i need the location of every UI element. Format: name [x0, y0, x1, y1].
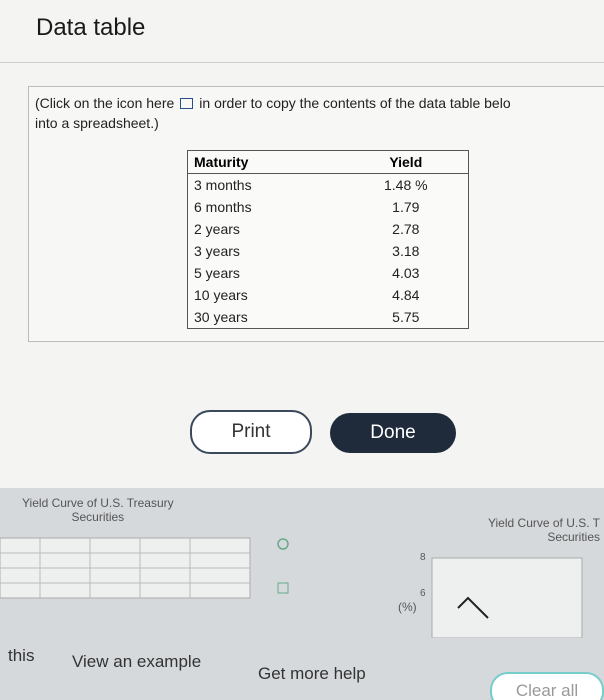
chart-title: Yield Curve of U.S. T Securities: [450, 516, 600, 544]
chart-grid: [431, 557, 583, 638]
popout-icon[interactable]: [277, 582, 289, 594]
table-row: 2 years 2.78: [188, 218, 469, 240]
instruction-text: in order to copy the contents of the dat…: [199, 95, 511, 111]
maturity-cell: 3 months: [194, 177, 252, 193]
data-table: Maturity Yield 3 months 1.48 % 6 months 1.7…: [187, 150, 469, 329]
maturity-cell: 5 years: [194, 265, 240, 281]
column-header: Maturity: [187, 150, 344, 174]
chart-title-line: Yield Curve of U.S. T: [487, 516, 600, 530]
maturity-cell: 2 years: [194, 221, 240, 237]
background-charts: [0, 537, 583, 638]
clear-button[interactable]: Clear all: [490, 672, 604, 700]
table-row: 3 years 3.18: [188, 240, 469, 262]
dialog: Data table (Click on the icon here in ord…: [0, 0, 604, 488]
chart-title-line: Securities: [71, 510, 125, 524]
table-row: 6 months 1.79: [188, 196, 469, 218]
yield-cell: 1.79: [392, 199, 420, 215]
table-row: 5 years 4.03: [188, 262, 469, 284]
maturity-cell: 30 years: [194, 309, 248, 325]
maturity-cell: 3 years: [194, 243, 240, 259]
table-row: 30 years 5.75: [188, 306, 469, 329]
yield-cell: 5.75: [392, 309, 420, 325]
grid-lines: [0, 538, 250, 598]
column-header: Yield: [343, 150, 469, 174]
print-button[interactable]: Print: [190, 410, 312, 454]
dialog-title: Data table: [36, 14, 146, 41]
axis-label: (%): [398, 600, 417, 614]
yield-cell: 2.78: [392, 221, 420, 237]
chart-title: Yield Curve of U.S. Treasury Securities: [22, 496, 174, 524]
table-row: 10 years 4.84: [188, 284, 469, 306]
table-row: 3 months 1.48 %: [188, 174, 469, 197]
tick-label: 6: [420, 588, 426, 599]
chart-title-line: Yield Curve of U.S. Treasury: [22, 496, 174, 510]
tick-label: 8: [420, 552, 426, 563]
zoom-icon[interactable]: [277, 538, 289, 550]
copy-icon[interactable]: [180, 98, 194, 109]
maturity-cell: 6 months: [194, 199, 252, 215]
chart-title-line: Securities: [547, 530, 600, 544]
help-link[interactable]: Get more help: [258, 664, 366, 683]
instruction-text: (Click on the icon here: [35, 95, 175, 111]
yield-cell: 1.48 %: [383, 177, 428, 193]
example-link[interactable]: View an example: [72, 652, 202, 671]
done-button[interactable]: Done: [330, 413, 456, 453]
yield-cell: 4.03: [392, 265, 420, 281]
instruction-line: (Click on the icon here in order to copy …: [35, 95, 511, 111]
instruction-line: into a spreadsheet.): [35, 115, 159, 131]
divider: [0, 62, 604, 63]
yield-cell: 3.18: [392, 243, 420, 259]
maturity-cell: 10 years: [194, 287, 248, 303]
curve-line: [457, 596, 489, 619]
footer-text: this: [8, 646, 35, 665]
yield-cell: 4.84: [392, 287, 420, 303]
